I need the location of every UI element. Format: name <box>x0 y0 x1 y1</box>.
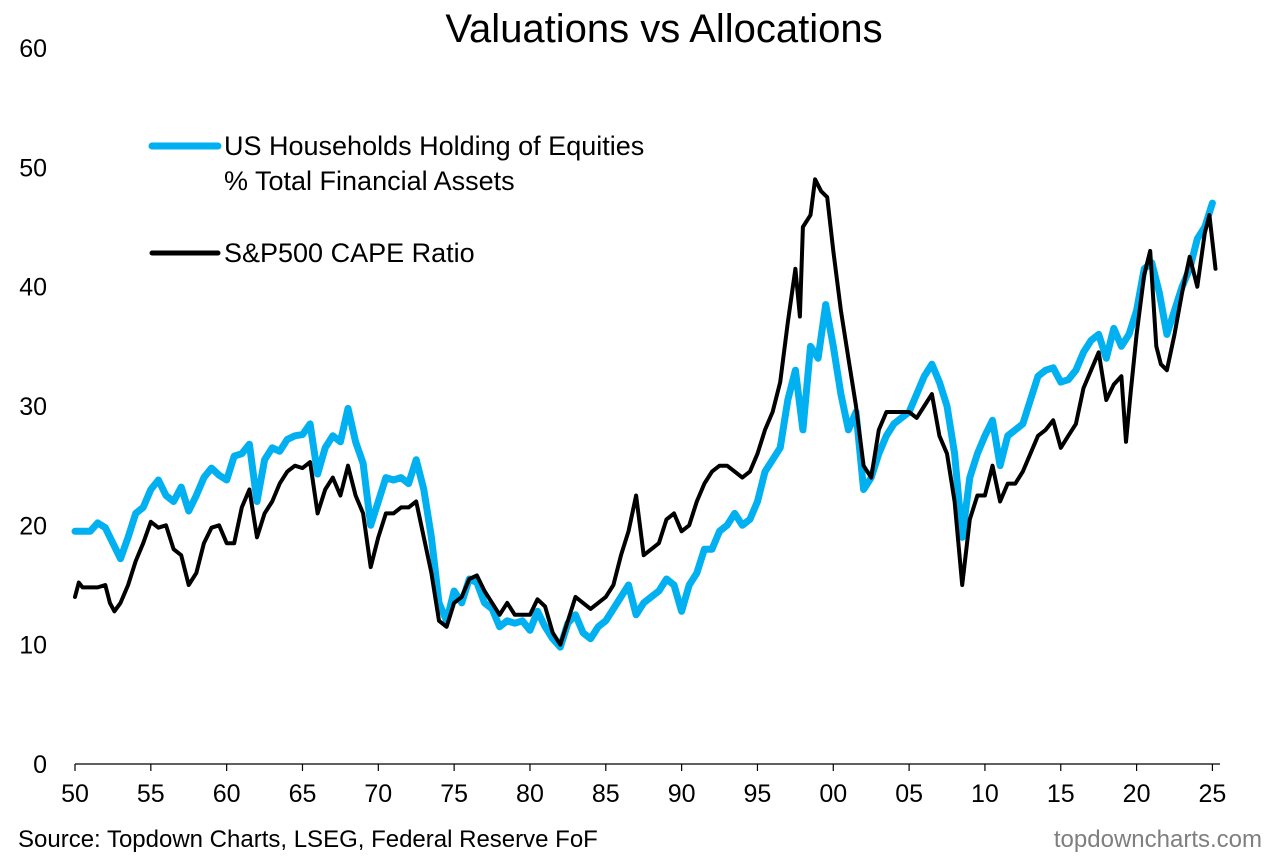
series-layer <box>71 177 1218 651</box>
y-tick-label: 60 <box>19 35 47 63</box>
legend-label-households-line2: % Total Financial Assets <box>224 166 515 196</box>
cape-ratio-line <box>73 177 1218 647</box>
y-tick-label: 20 <box>19 512 47 540</box>
x-tick-label: 20 <box>1123 780 1151 808</box>
watermark-text: topdowncharts.com <box>1054 826 1262 853</box>
y-tick-label: 0 <box>33 751 47 779</box>
x-tick-label: 90 <box>668 780 696 808</box>
y-tick-label: 50 <box>19 154 47 182</box>
legend: US Households Holding of Equities % Tota… <box>148 131 644 268</box>
y-axis-tick-labels: 0 10 20 30 40 50 60 <box>19 35 47 779</box>
x-tick-label: 50 <box>61 780 89 808</box>
x-tick-label: 00 <box>819 780 847 808</box>
x-tick-label: 25 <box>1199 780 1227 808</box>
x-tick-label: 75 <box>440 780 468 808</box>
y-tick-label: 40 <box>19 274 47 302</box>
x-tick-label: 55 <box>137 780 165 808</box>
x-axis-ticks: 50 55 60 65 70 75 80 85 90 95 00 05 10 15 20 25 <box>61 764 1226 808</box>
x-tick-label: 10 <box>971 780 999 808</box>
y-tick-label: 10 <box>19 632 47 660</box>
x-tick-label: 85 <box>592 780 620 808</box>
y-tick-label: 30 <box>19 393 47 421</box>
x-tick-label: 95 <box>744 780 772 808</box>
households-equity-allocation-line <box>71 199 1216 651</box>
x-tick-label: 70 <box>364 780 392 808</box>
chart-title: Valuations vs Allocations <box>445 7 882 51</box>
x-tick-label: 05 <box>895 780 923 808</box>
legend-label-households-line1: US Households Holding of Equities <box>224 131 644 161</box>
source-note: Source: Topdown Charts, LSEG, Federal Re… <box>18 826 598 853</box>
legend-label-cape: S&P500 CAPE Ratio <box>224 238 475 268</box>
x-tick-label: 60 <box>213 780 241 808</box>
x-tick-label: 15 <box>1047 780 1075 808</box>
x-tick-label: 80 <box>516 780 544 808</box>
x-tick-label: 65 <box>289 780 317 808</box>
